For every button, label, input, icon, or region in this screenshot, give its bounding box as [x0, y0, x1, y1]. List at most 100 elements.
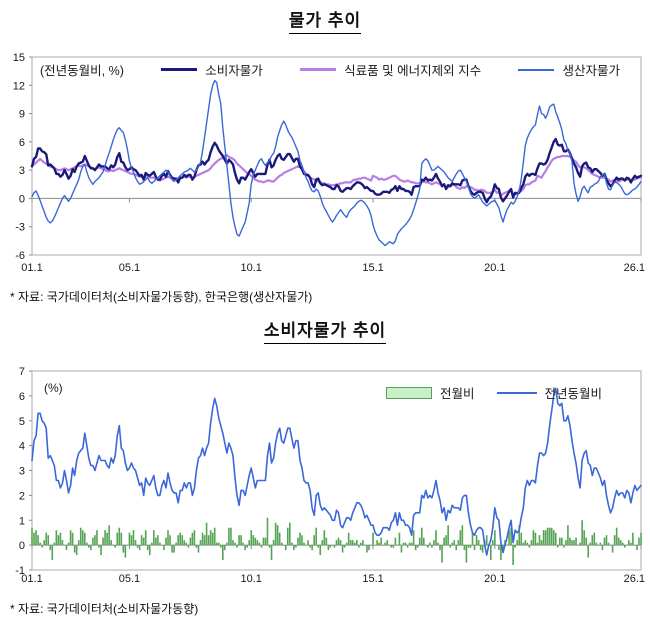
cpi-trends-title-text: 소비자물가 추이 [263, 316, 387, 344]
mom-bar [256, 540, 259, 546]
mom-bar [254, 537, 257, 546]
mom-bar [362, 540, 364, 546]
mom-bar [45, 532, 48, 546]
y-tick-label: 7 [19, 366, 25, 378]
mom-bar [75, 545, 78, 556]
mom-bar [90, 545, 92, 551]
mom-bar [524, 540, 527, 546]
mom-bar [435, 530, 437, 546]
mom-bar [315, 527, 317, 546]
mom-bar [224, 545, 226, 551]
mom-bar [193, 530, 196, 546]
mom-bar [581, 520, 583, 546]
mom-bar [522, 542, 525, 546]
mom-bar [323, 530, 326, 546]
mom-bar [31, 527, 33, 546]
x-tick-label: 20.1 [484, 573, 505, 585]
mom-bar [327, 545, 330, 551]
mom-bar [120, 532, 123, 546]
mom-bar [226, 542, 228, 546]
x-tick-label: 01.1 [21, 262, 42, 274]
axis-unit-label-2: (%) [44, 381, 63, 395]
mom-bar [195, 545, 198, 548]
mom-bar [463, 545, 466, 551]
mom-bar [390, 545, 393, 548]
mom-bar [222, 545, 224, 561]
mom-bar [63, 545, 66, 546]
mom-bar [319, 545, 322, 556]
mom-bar [599, 542, 602, 546]
mom-bar [475, 535, 478, 546]
mom-bar [260, 545, 263, 548]
mom-bar [77, 540, 80, 546]
mom-bar [542, 530, 545, 546]
mom-bar [161, 545, 163, 546]
mom-bar [171, 545, 173, 553]
mom-bar [465, 545, 468, 563]
x-tick-label: 10.1 [241, 262, 262, 274]
mom-bar [187, 545, 190, 548]
legend-item-ppi: 생산자물가 [518, 60, 620, 79]
mom-bar [477, 540, 480, 546]
mom-bar [313, 535, 315, 546]
mom-bar [510, 527, 512, 546]
mom-bar [370, 545, 372, 546]
mom-bar [569, 537, 571, 546]
x-tick-label: 26.1 [624, 573, 645, 585]
mom-bar [94, 535, 96, 546]
mom-bar [246, 545, 248, 548]
mom-bar [368, 545, 370, 551]
mom-bar [400, 545, 403, 553]
mom-bar [270, 545, 273, 561]
mom-bar [234, 542, 236, 546]
mom-bar [71, 532, 74, 546]
mom-bar [485, 535, 488, 546]
mom-bar [146, 545, 149, 551]
mom-bar [311, 545, 313, 551]
cpi-line-swatch [161, 68, 198, 71]
mom-bar [402, 542, 405, 546]
y-tick-label: 6 [19, 391, 25, 403]
mom-bar [479, 545, 482, 551]
mom-bar [136, 545, 139, 548]
mom-bar [447, 525, 449, 546]
mom-bar [232, 540, 234, 546]
mom-bar [282, 545, 285, 546]
mom-bar [437, 542, 439, 546]
mom-bar [207, 535, 210, 546]
mom-bar [565, 540, 567, 546]
mom-bar [597, 545, 600, 546]
mom-bar [268, 545, 271, 548]
mom-bar [388, 545, 391, 546]
mom-bar [79, 527, 82, 546]
mom-bar [262, 537, 265, 546]
x-tick-label: 15.1 [362, 573, 383, 585]
mom-bar [621, 542, 624, 546]
legend-item-cpi: 소비자물가 [161, 60, 263, 79]
mom-bar [169, 535, 171, 546]
mom-bar [554, 532, 557, 546]
mom-bar [191, 532, 194, 546]
mom-bar [69, 530, 72, 546]
mom-bar [250, 530, 253, 546]
mom-bar [609, 545, 612, 546]
mom-bar [471, 532, 474, 546]
y-tick-label: 15 [13, 52, 25, 64]
mom-bar [358, 545, 360, 548]
legend-label-ppi: 생산자물가 [562, 64, 620, 78]
mom-bar [611, 545, 614, 553]
mom-bar [73, 545, 76, 553]
y-tick-label: -6 [15, 250, 25, 262]
mom-bar [274, 522, 277, 546]
mom-bar [295, 545, 297, 548]
mom-bar [418, 537, 421, 546]
mom-bar [481, 545, 484, 553]
mom-bar [252, 535, 255, 546]
mom-bar [244, 545, 246, 551]
mom-bar [43, 540, 45, 546]
mom-bar [167, 530, 169, 546]
mom-bar [59, 532, 62, 546]
mom-bar [632, 532, 634, 546]
x-tick-label: 20.1 [484, 262, 505, 274]
mom-bar [157, 535, 159, 546]
